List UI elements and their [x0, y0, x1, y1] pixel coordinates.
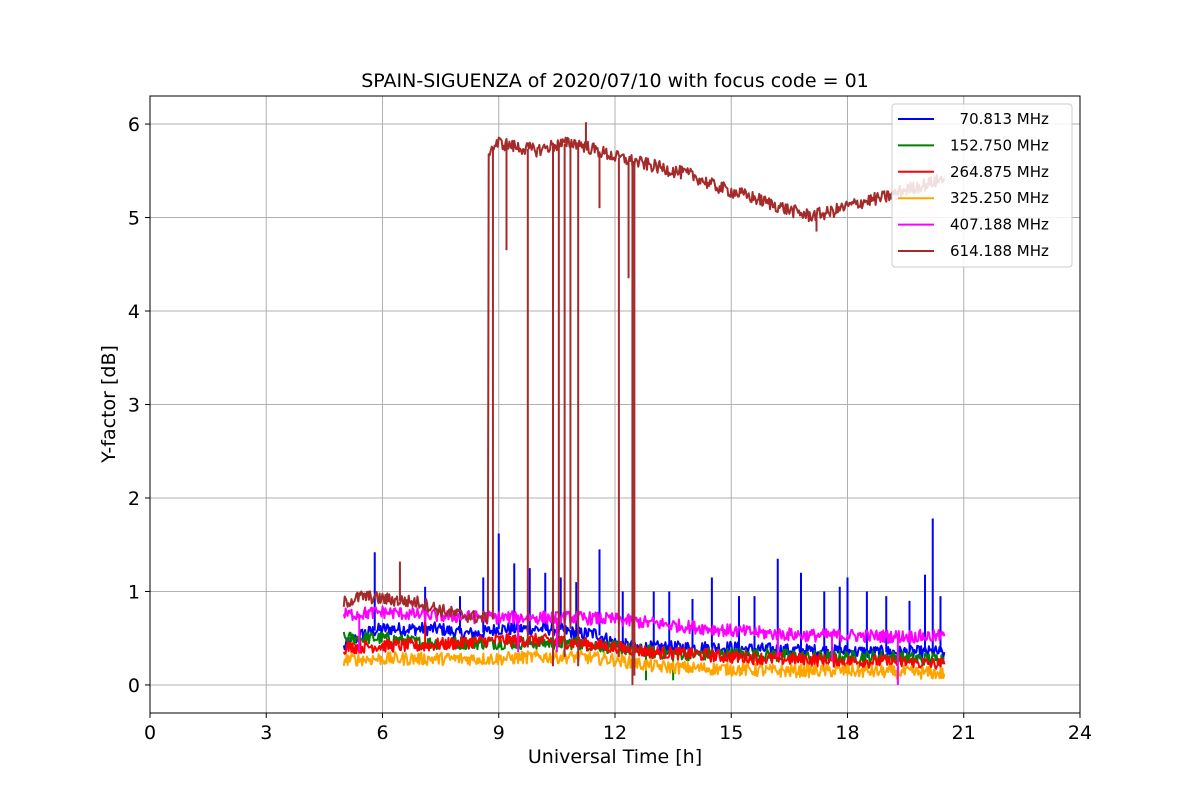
- x-tick-label: 18: [835, 722, 859, 744]
- y-tick-label: 0: [128, 675, 140, 697]
- legend-box: [891, 103, 1073, 268]
- y-tick-label: 2: [128, 488, 140, 510]
- series-4: [342, 605, 946, 685]
- x-tick-label: 15: [719, 722, 743, 744]
- chart-title: SPAIN-SIGUENZA of 2020/07/10 with focus …: [361, 70, 869, 92]
- legend-label: 152.750 MHz: [950, 136, 1049, 154]
- x-tick-label: 21: [952, 722, 976, 744]
- x-tick-label: 24: [1068, 722, 1092, 744]
- series-line: [342, 605, 946, 644]
- series-0: [342, 518, 946, 660]
- y-tick-label: 4: [128, 301, 140, 323]
- series-line: [342, 632, 946, 671]
- x-axis-label: Universal Time [h]: [528, 746, 702, 768]
- legend-label: 614.188 MHz: [950, 242, 1049, 260]
- y-tick-label: 1: [128, 581, 140, 603]
- series-line: [342, 136, 946, 625]
- series-line: [342, 649, 946, 680]
- x-tick-label: 0: [144, 722, 156, 744]
- series-2: [342, 617, 946, 671]
- x-tick-label: 6: [376, 722, 388, 744]
- legend-label: 70.813 MHz: [950, 110, 1049, 128]
- x-tick-label: 9: [493, 722, 505, 744]
- legend-label: 264.875 MHz: [950, 163, 1049, 181]
- legend: 70.813 MHz 152.750 MHz 264.875 MHz 325.250 …: [891, 103, 1073, 268]
- series-lines: [342, 122, 946, 685]
- y-tick-label: 5: [128, 208, 140, 230]
- y-tick-label: 3: [128, 395, 140, 417]
- series-5: [342, 122, 946, 685]
- y-axis-label: Y-factor [dB]: [98, 345, 120, 464]
- x-tick-label: 12: [603, 722, 627, 744]
- y-tick-label: 6: [128, 114, 140, 136]
- legend-label: 325.250 MHz: [950, 189, 1049, 207]
- x-tick-label: 3: [260, 722, 272, 744]
- legend-label: 407.188 MHz: [950, 216, 1049, 234]
- series-3: [342, 649, 946, 680]
